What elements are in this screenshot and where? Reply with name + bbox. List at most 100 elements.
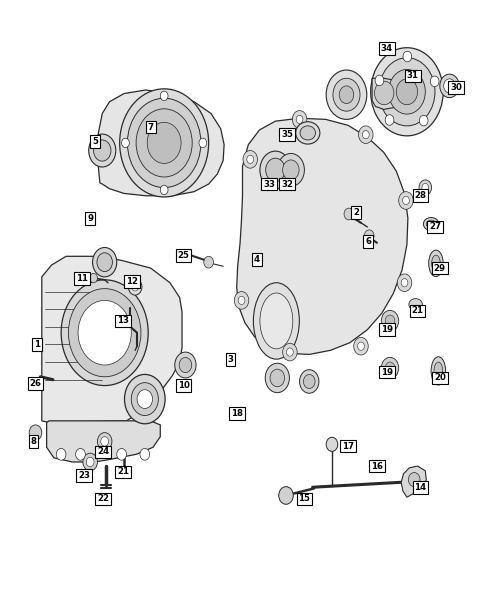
Circle shape bbox=[388, 70, 424, 114]
Ellipse shape bbox=[423, 217, 438, 230]
Circle shape bbox=[286, 348, 293, 356]
Circle shape bbox=[296, 115, 302, 124]
Circle shape bbox=[76, 448, 85, 460]
Circle shape bbox=[101, 436, 108, 446]
Text: 31: 31 bbox=[406, 71, 418, 81]
Circle shape bbox=[419, 115, 427, 126]
Circle shape bbox=[132, 283, 138, 291]
Text: 5: 5 bbox=[92, 137, 98, 146]
Text: 27: 27 bbox=[428, 223, 440, 231]
Circle shape bbox=[29, 425, 42, 440]
Circle shape bbox=[292, 111, 306, 128]
Polygon shape bbox=[236, 118, 407, 355]
Text: 7: 7 bbox=[147, 123, 153, 131]
Circle shape bbox=[421, 183, 428, 191]
Text: 19: 19 bbox=[380, 368, 392, 376]
Circle shape bbox=[140, 448, 150, 460]
Ellipse shape bbox=[428, 250, 442, 277]
Polygon shape bbox=[46, 421, 160, 462]
Circle shape bbox=[357, 342, 363, 350]
Circle shape bbox=[124, 375, 165, 423]
Text: 15: 15 bbox=[298, 495, 310, 504]
Circle shape bbox=[234, 292, 248, 309]
Circle shape bbox=[246, 155, 253, 164]
Text: 2: 2 bbox=[352, 208, 359, 217]
Circle shape bbox=[68, 289, 141, 377]
Ellipse shape bbox=[425, 220, 435, 228]
Polygon shape bbox=[42, 256, 182, 422]
Text: 16: 16 bbox=[370, 462, 382, 471]
Text: 21: 21 bbox=[117, 468, 129, 477]
Circle shape bbox=[127, 98, 200, 187]
Circle shape bbox=[418, 180, 431, 195]
Text: 21: 21 bbox=[411, 306, 423, 316]
Circle shape bbox=[136, 109, 192, 177]
Circle shape bbox=[160, 185, 167, 194]
Circle shape bbox=[402, 196, 408, 204]
Text: 29: 29 bbox=[433, 263, 445, 273]
Text: 22: 22 bbox=[97, 495, 109, 504]
Circle shape bbox=[378, 58, 434, 126]
Circle shape bbox=[128, 279, 142, 295]
Circle shape bbox=[242, 151, 257, 168]
Text: 25: 25 bbox=[177, 251, 189, 260]
Ellipse shape bbox=[430, 357, 445, 385]
Text: 33: 33 bbox=[262, 180, 274, 188]
Polygon shape bbox=[371, 78, 396, 110]
Circle shape bbox=[174, 352, 196, 378]
Text: 34: 34 bbox=[380, 44, 392, 54]
Circle shape bbox=[198, 138, 206, 148]
Circle shape bbox=[326, 70, 366, 120]
Circle shape bbox=[380, 358, 398, 379]
Text: 11: 11 bbox=[76, 274, 88, 283]
Circle shape bbox=[374, 75, 383, 85]
Circle shape bbox=[117, 448, 126, 460]
Circle shape bbox=[332, 78, 359, 111]
Circle shape bbox=[78, 300, 131, 365]
Circle shape bbox=[97, 432, 112, 450]
Circle shape bbox=[277, 154, 304, 186]
Circle shape bbox=[121, 138, 129, 148]
Circle shape bbox=[160, 91, 167, 101]
Text: 3: 3 bbox=[227, 355, 233, 363]
Circle shape bbox=[402, 51, 411, 62]
Ellipse shape bbox=[431, 255, 439, 272]
Circle shape bbox=[353, 337, 367, 355]
Polygon shape bbox=[97, 90, 224, 196]
Circle shape bbox=[429, 76, 438, 87]
Circle shape bbox=[270, 369, 284, 387]
Text: 17: 17 bbox=[341, 442, 353, 451]
Polygon shape bbox=[400, 466, 425, 497]
Circle shape bbox=[384, 362, 394, 374]
Circle shape bbox=[278, 487, 293, 504]
Circle shape bbox=[343, 208, 353, 220]
Text: 4: 4 bbox=[254, 255, 259, 264]
Ellipse shape bbox=[253, 283, 299, 359]
Circle shape bbox=[147, 123, 181, 164]
Circle shape bbox=[303, 375, 315, 389]
Circle shape bbox=[408, 472, 419, 487]
Circle shape bbox=[439, 74, 458, 98]
Text: 13: 13 bbox=[117, 316, 129, 326]
Circle shape bbox=[358, 126, 372, 144]
Circle shape bbox=[370, 48, 442, 136]
Text: 8: 8 bbox=[30, 437, 36, 446]
Circle shape bbox=[398, 191, 412, 209]
Text: 32: 32 bbox=[280, 180, 292, 188]
Circle shape bbox=[282, 343, 297, 361]
Circle shape bbox=[97, 253, 112, 272]
Circle shape bbox=[362, 131, 368, 139]
Circle shape bbox=[443, 79, 454, 93]
Circle shape bbox=[89, 134, 116, 167]
Text: 6: 6 bbox=[364, 237, 370, 246]
Text: 24: 24 bbox=[97, 448, 109, 456]
Text: 12: 12 bbox=[126, 277, 138, 286]
Circle shape bbox=[56, 448, 66, 460]
Ellipse shape bbox=[433, 362, 442, 380]
Circle shape bbox=[137, 390, 152, 409]
Circle shape bbox=[384, 315, 394, 327]
Circle shape bbox=[83, 453, 97, 471]
Circle shape bbox=[326, 437, 337, 451]
Circle shape bbox=[374, 81, 393, 105]
Text: 10: 10 bbox=[177, 381, 189, 390]
